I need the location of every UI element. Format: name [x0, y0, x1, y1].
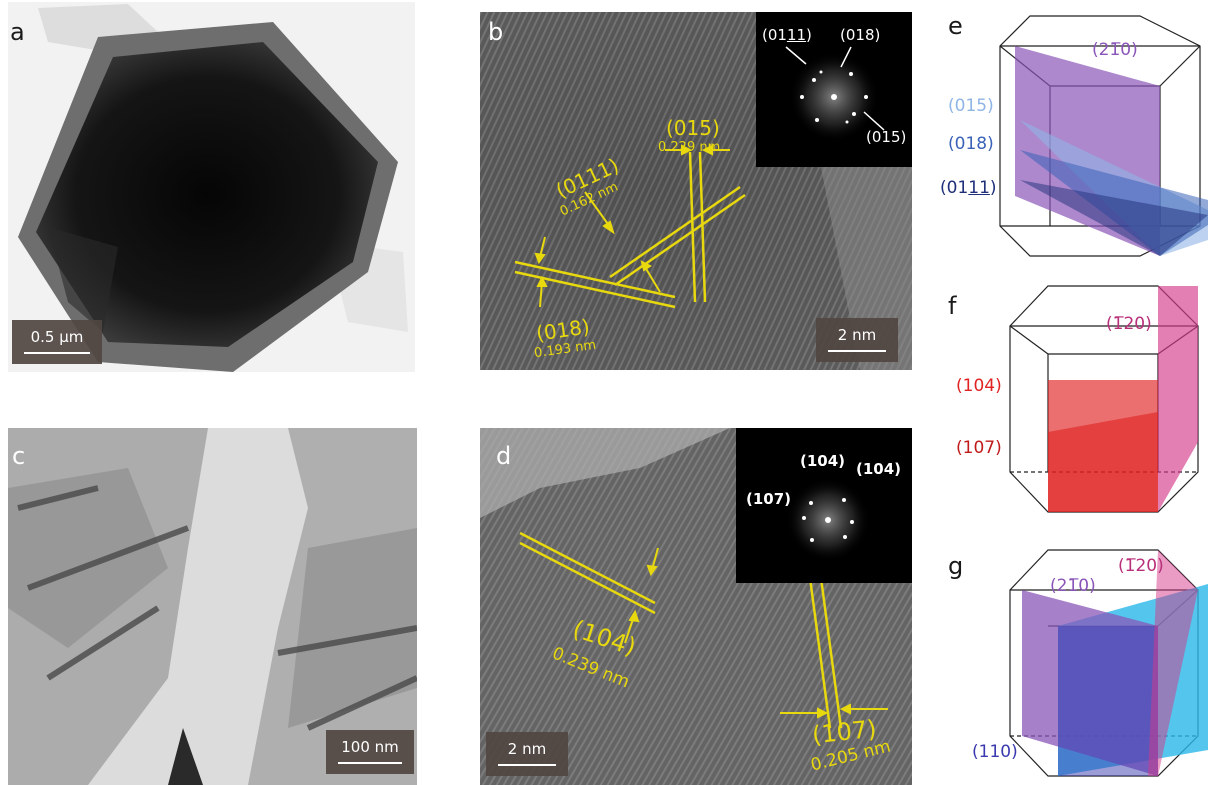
plane-label-120-c: 20): [1135, 556, 1164, 576]
plane-label-120: (1̅20): [1106, 314, 1152, 334]
scale-bar-label: 100 nm: [341, 738, 399, 756]
plane-label-120-a: (: [1106, 314, 1113, 334]
hexagonal-prism-diagram: [1009, 285, 1199, 513]
plane-label-2-10-c: 0): [1120, 40, 1138, 60]
fft-label-104-b: (104): [856, 460, 902, 478]
scale-bar: 0.5 µm: [12, 320, 102, 364]
scale-bar-line: [24, 352, 90, 354]
fft-label-0111-b: 11: [786, 26, 807, 44]
plane-label-2-10-c: 0): [1078, 576, 1096, 596]
panel-c-tem-image: c 100 nm: [8, 428, 417, 785]
panel-d-hrtem-image: d (104) 0.239 nm (107) 0.205 nm (104) (1…: [480, 428, 912, 785]
panel-label: e: [948, 12, 963, 40]
hexagonal-crystal-image: [8, 2, 415, 372]
scale-bar-label: 2 nm: [837, 326, 877, 344]
panel-label: f: [948, 292, 957, 320]
plane-label-2-10-a: (2: [1092, 40, 1110, 60]
scale-bar: 2 nm: [486, 732, 568, 776]
fft-label-015: (015): [866, 128, 907, 146]
plane-label-2-10: (21̅0): [1050, 576, 1096, 596]
panel-e-crystal-planes: e (21̅0) (015) (018) (0111): [930, 0, 1208, 262]
plane-label-018: (018): [948, 134, 994, 154]
plane-label-2-10: (21̅0): [1092, 40, 1138, 60]
plane-label-015: (015): [948, 96, 994, 116]
scale-bar: 2 nm: [816, 318, 898, 362]
plane-label-2-10-b: 1̅: [1067, 576, 1079, 596]
fft-pattern: [785, 46, 885, 142]
plane-label-0111-c: ): [989, 178, 997, 198]
lattice-image: [480, 428, 912, 785]
panel-label: b: [488, 18, 504, 46]
plane-label-0111-a: (01: [940, 178, 969, 198]
scale-bar-line: [498, 764, 556, 766]
scale-bar-line: [338, 762, 402, 764]
fft-label-104: (104): [800, 452, 846, 470]
fft-inset: (104) (104) (107): [736, 428, 912, 583]
panel-label: a: [10, 18, 25, 46]
fft-inset: (0111) (018) (015): [756, 12, 912, 167]
panel-g-crystal-planes: g (21̅0) (1̅20) (110): [930, 540, 1208, 785]
plane-label-120-a: (: [1118, 556, 1125, 576]
nanosheet-image: [8, 428, 417, 785]
plane-label-120-c: 20): [1123, 314, 1152, 334]
plane-label-120: (1̅20): [1118, 556, 1164, 576]
plane-label-0111: (0111): [940, 178, 997, 198]
plane-label-107: (107): [956, 438, 1002, 458]
panel-a-tem-image: a 0.5 µm: [8, 2, 415, 372]
plane-label-120-b: 1̅: [1124, 556, 1136, 576]
fft-label-018: (018): [840, 26, 881, 44]
fft-label-0111-a: (01: [762, 26, 787, 44]
panel-b-hrtem-image: b (015) 0.229 nm (0111) 0.162 nm (018) 0…: [480, 12, 912, 370]
fft-label-0111: (0111): [762, 26, 812, 44]
fft-label-107: (107): [746, 490, 792, 508]
panel-label: d: [496, 442, 512, 470]
panel-label: g: [948, 552, 964, 580]
hexagonal-prism-diagram: [1009, 549, 1208, 777]
plane-label-0111-b: 11: [968, 178, 990, 198]
scale-bar-label: 0.5 µm: [30, 328, 84, 346]
fft-label-0111-c: ): [806, 26, 812, 44]
panel-label: c: [12, 442, 26, 470]
scale-bar: 100 nm: [326, 730, 414, 774]
plane-label-120-b: 1̅: [1112, 314, 1124, 334]
fft-pattern: [786, 478, 870, 562]
hexagonal-prism-diagram: [999, 15, 1208, 257]
scale-bar-label: 2 nm: [507, 740, 547, 758]
plane-label-110: (110): [972, 742, 1018, 762]
plane-label-2-10-b: 1̅: [1109, 40, 1121, 60]
plane-label-104: (104): [956, 376, 1002, 396]
plane-label-2-10-a: (2: [1050, 576, 1068, 596]
scale-bar-line: [828, 350, 886, 352]
d-spacing-015: 0.229 nm: [658, 140, 721, 155]
plane-label-015: (015): [666, 116, 720, 140]
panel-f-crystal-planes: f (1̅20) (104) (107): [930, 282, 1208, 522]
